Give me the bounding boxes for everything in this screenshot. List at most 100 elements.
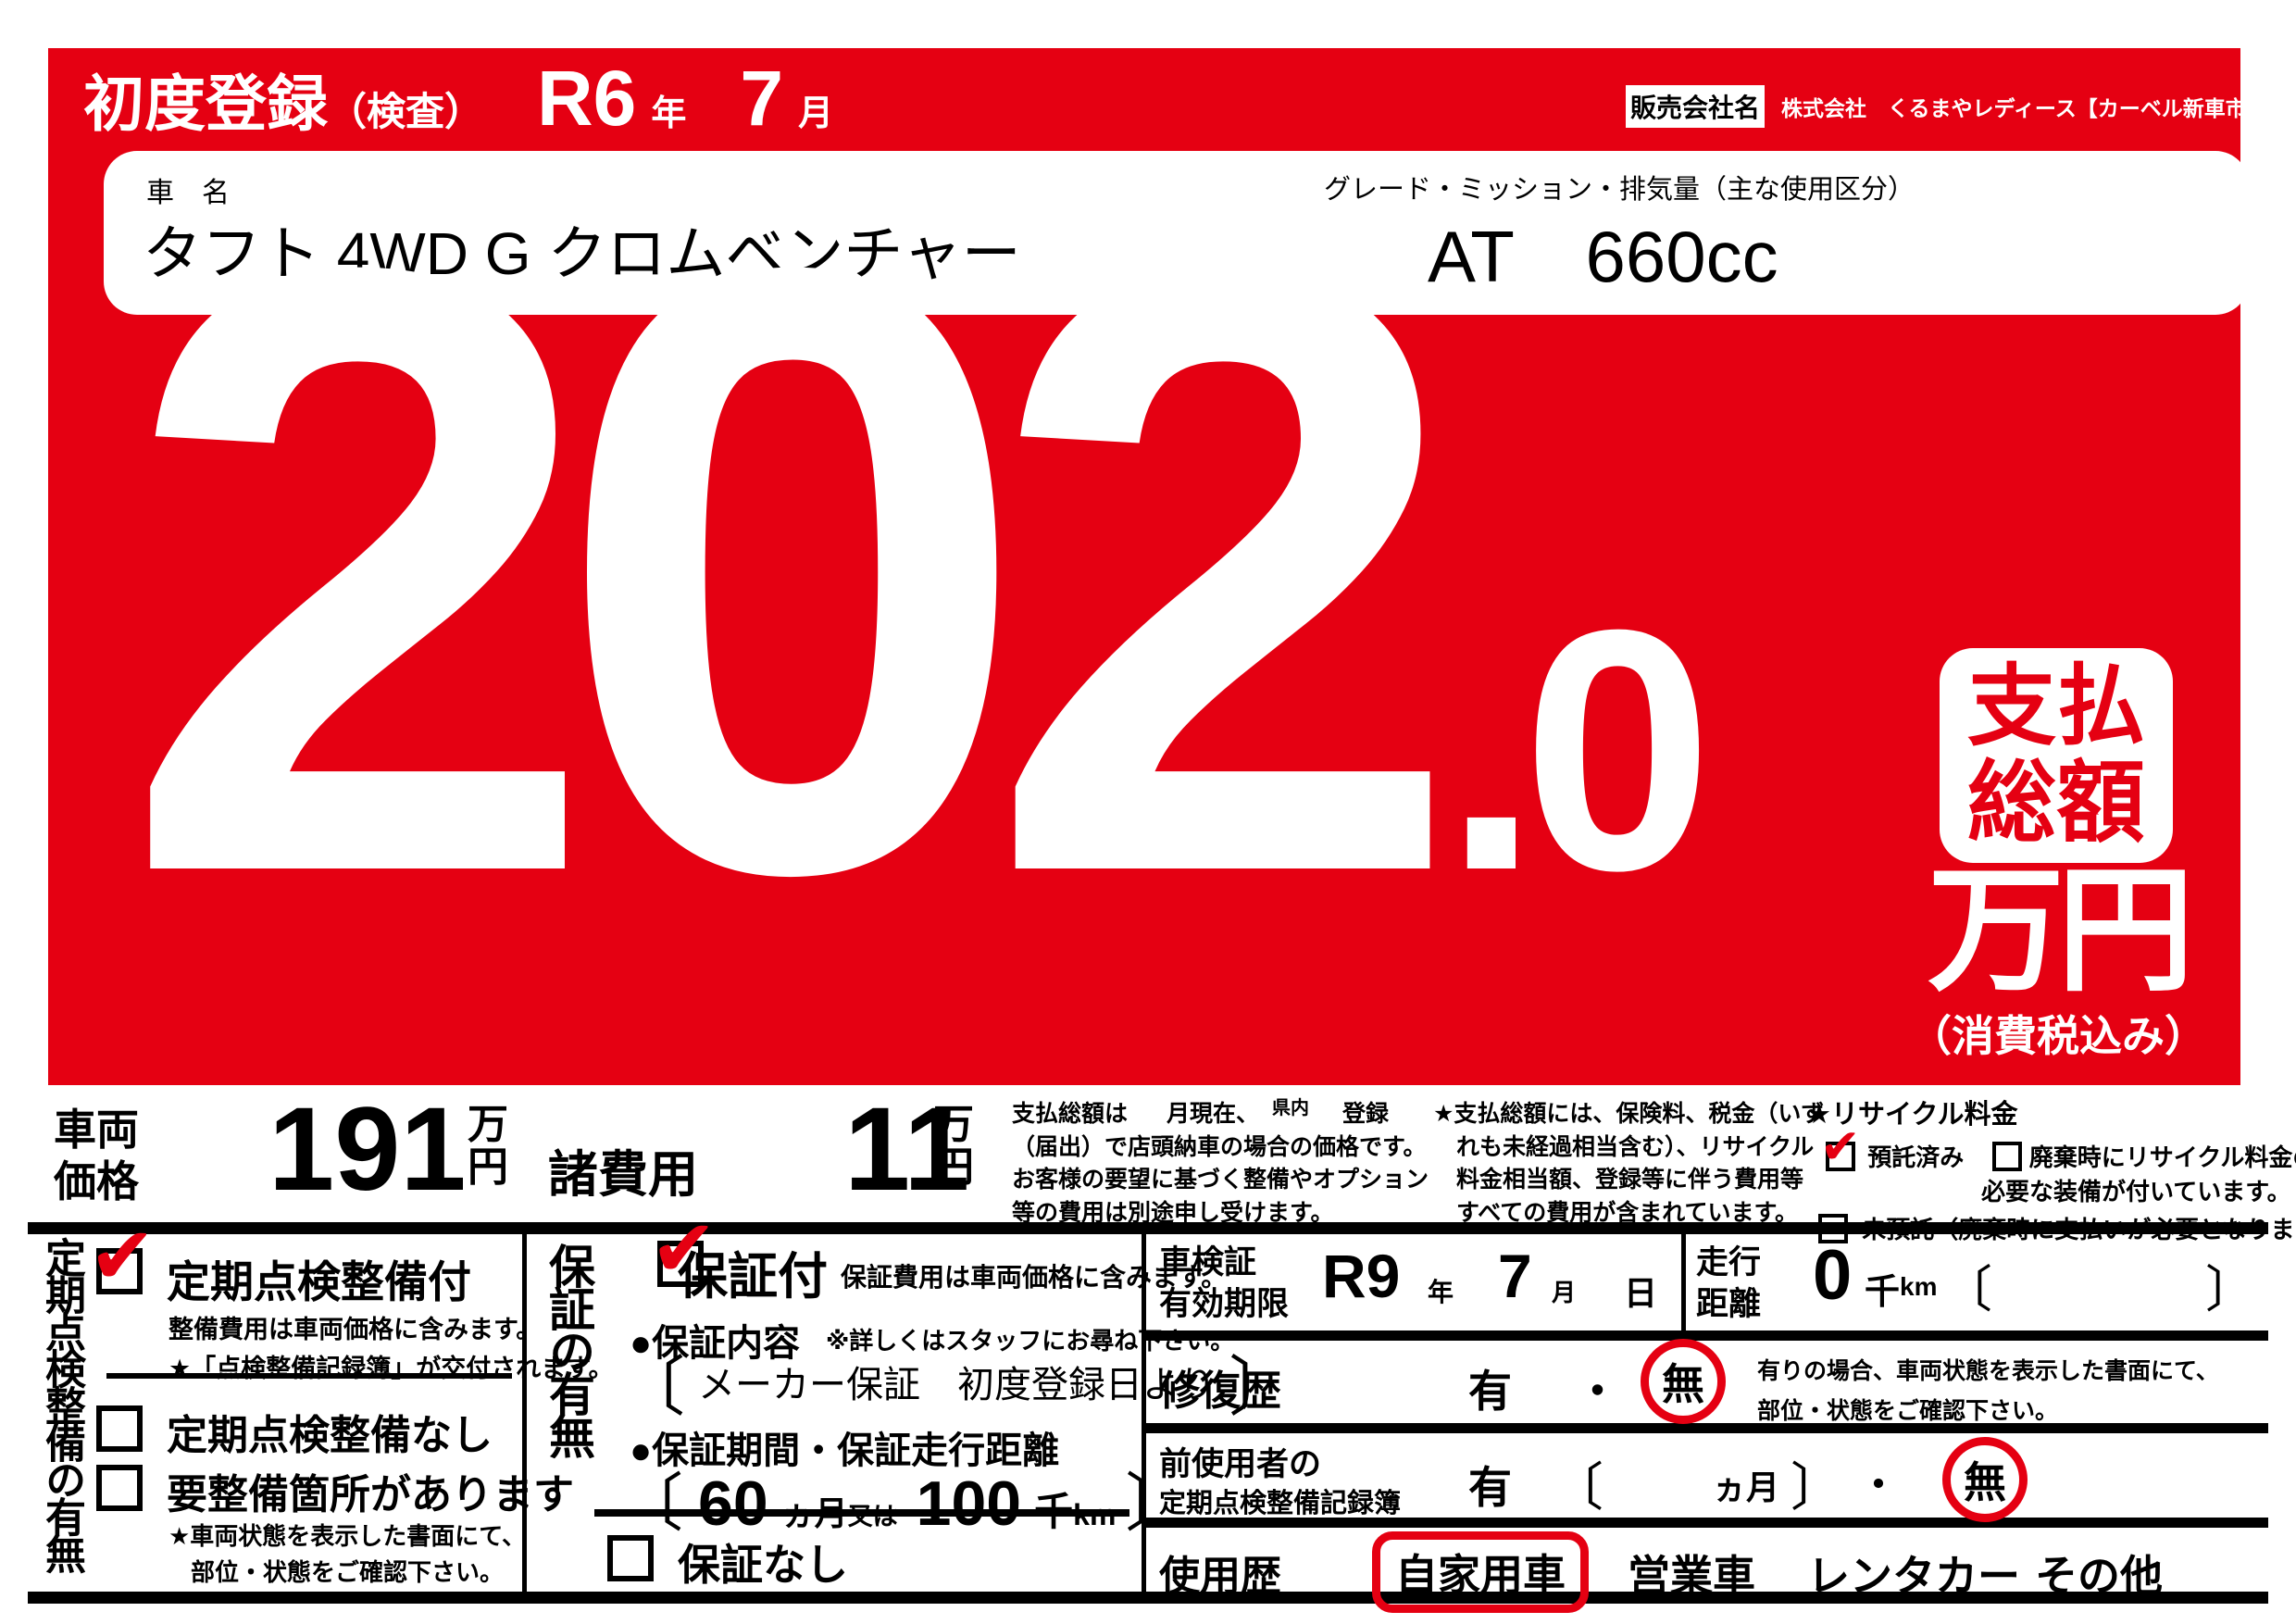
warranty-period-label: ●保証期間・保証走行距離 xyxy=(630,1430,1060,1471)
repair-history-no-selected[interactable]: 無 xyxy=(1641,1339,1726,1424)
warranty-side-label: 保証の有無 xyxy=(543,1243,594,1455)
vehicle-price-label: 車両 価格 xyxy=(54,1106,139,1206)
row-divider-2 xyxy=(1146,1423,2268,1433)
usage-other[interactable]: その他 xyxy=(2035,1552,2163,1600)
usage-history-label: 使用歴 xyxy=(1159,1554,1281,1599)
table-bottom-border xyxy=(28,1592,2268,1604)
vehicle-price-value: 191 xyxy=(268,1083,467,1216)
inspection-day-unit: 日 xyxy=(1624,1274,1658,1312)
red-check-icon: ✔ xyxy=(1820,1120,1861,1174)
odometer-value: 0 xyxy=(1813,1236,1853,1315)
odometer-unit-small: km xyxy=(1900,1272,1938,1301)
odometer-unit-big: 千 xyxy=(1865,1273,1901,1312)
tax-included-note: （消費税込み） xyxy=(1909,1012,2207,1060)
maintenance-needed-label: 要整備箇所があります xyxy=(167,1472,574,1518)
dealer-label: 販売会社名 xyxy=(1629,94,1760,122)
maintenance-divider xyxy=(106,1373,512,1379)
warranty-period-value-line: 〔 60 ヵ月 又は 100 千 km 〕 xyxy=(620,1468,1189,1539)
total-price-main: 202 xyxy=(120,90,1465,1052)
dealer-label-box: 販売会社名 xyxy=(1626,85,1765,128)
recycle-extra-label-2: 必要な装備が付いています。 xyxy=(1981,1178,2291,1206)
fees-unit: 万円 xyxy=(933,1102,974,1191)
repair-history-note: 有りの場合、車両状態を表示した書面にて、 部位・状態をご確認下さい。 xyxy=(1757,1358,2219,1424)
inspection-month-unit: 月 xyxy=(1552,1279,1577,1306)
recycle-extra-checkbox[interactable] xyxy=(1992,1142,2023,1171)
record-bracket-right: 〕 xyxy=(1791,1458,1842,1517)
warranty-km-value: 100 xyxy=(916,1468,1022,1539)
registration-month-value: 7 xyxy=(740,55,784,142)
fees-label: 諸費用 xyxy=(548,1147,698,1203)
price-unit: 万円 xyxy=(1928,855,2194,1007)
recycle-deposited-checkbox[interactable]: ✔ xyxy=(1820,1123,1861,1172)
car-name-panel: 車 名 タフト 4WD G クロムベンチャー グレード・ミッション・排気量（主な… xyxy=(104,151,2249,315)
record-months-unit: ヵ月 xyxy=(1713,1468,1780,1506)
warranty-content-label: ●保証内容 xyxy=(630,1323,801,1364)
record-bracket-left: 〔 xyxy=(1552,1458,1603,1517)
usage-commercial[interactable]: 営業車 xyxy=(1628,1552,1755,1600)
warranty-with-note: 保証費用は車両価格に含みます。 xyxy=(841,1263,1228,1292)
first-registration-line: 初度登録 （検査） R6 年 7 月 xyxy=(83,54,833,144)
usage-rental[interactable]: レンタカー xyxy=(1807,1552,2020,1600)
maintenance-needed-notes: ★車両状態を表示した書面にて、 部位・状態をご確認下さい。 xyxy=(168,1522,527,1586)
maintenance-none-checkbox[interactable] xyxy=(96,1405,143,1452)
total-price-note-1: 支払総額は 月現在、 県内 登録 （届出）で店頭納車の場合の価格です。 お客様の… xyxy=(1012,1098,1429,1226)
record-dot: ・ xyxy=(1859,1463,1899,1506)
table-top-border xyxy=(28,1222,2268,1234)
warranty-with-label: 保証付 xyxy=(678,1249,828,1305)
maintenance-needed-checkbox[interactable] xyxy=(96,1465,143,1511)
grade-value: AT 660cc xyxy=(1428,216,1778,297)
car-name-value: タフト 4WD G クロムベンチャー xyxy=(143,220,1021,287)
warranty-or: 又は xyxy=(847,1503,898,1530)
inspection-cert-label: 車検証 有効期限 xyxy=(1159,1244,1290,1322)
odometer-bracket-left: 〔 xyxy=(1942,1262,1992,1318)
warranty-none-checkbox[interactable] xyxy=(607,1535,654,1581)
inspection-label: （検査） xyxy=(328,90,484,133)
recycle-deposited-label: 預託済み xyxy=(1867,1143,1965,1171)
total-price-note-2: ★支払総額には、保険料、税金（いず れも未経過相当含む）、リサイクル 料金相当額… xyxy=(1433,1101,1825,1226)
row-divider-1 xyxy=(1146,1330,2268,1341)
column-divider-1 xyxy=(522,1234,527,1592)
warranty-with-checkbox[interactable]: ✔ xyxy=(650,1209,717,1292)
repair-history-yes[interactable]: 有 xyxy=(1468,1367,1512,1416)
registration-year-unit: 年 xyxy=(651,94,687,133)
inspection-month-value: 7 xyxy=(1498,1242,1532,1310)
fees-value: 11 xyxy=(844,1083,970,1216)
grade-label: グレード・ミッション・排気量（主な使用区分） xyxy=(1324,175,1915,205)
maintenance-none-label: 定期点検整備なし xyxy=(167,1413,493,1458)
payment-total-badge: 支払 総額 xyxy=(1940,648,2173,863)
record-book-no-selected[interactable]: 無 xyxy=(1942,1437,2028,1522)
odometer-bracket-right: 〕 xyxy=(2205,1262,2255,1318)
usage-private-selected[interactable]: 自家用車 xyxy=(1372,1531,1589,1613)
repair-history-dot: ・ xyxy=(1576,1367,1619,1416)
total-price: 202 .0 xyxy=(120,90,1714,1052)
total-price-decimal: .0 xyxy=(1443,559,1714,942)
recycle-extra-label-1: 廃棄時にリサイクル料金の追加が xyxy=(2028,1143,2296,1171)
condition-table: 定期点検整備の有無 ✔ 定期点検整備付 整備費用は車両価格に含みます。 ★「点検… xyxy=(28,1209,2268,1613)
first-registration-label: 初度登録 xyxy=(83,69,328,138)
recycle-fee-title: ★リサイクル料金 xyxy=(1807,1100,2018,1130)
odometer-label: 走行 距離 xyxy=(1696,1244,1762,1322)
warranty-months-value: 60 xyxy=(698,1468,768,1539)
maintenance-side-label: 定期点検整備の有無 xyxy=(39,1237,84,1570)
red-check-icon: ✔ xyxy=(89,1212,156,1301)
car-name-label: 車 名 xyxy=(146,178,230,208)
record-book-yes[interactable]: 有 xyxy=(1468,1463,1512,1512)
red-check-icon: ✔ xyxy=(650,1205,718,1293)
dealer-name: 株式会社 くるまやレディース【カーベル新車市場】 xyxy=(1781,96,2290,120)
inspection-year-value: R9 xyxy=(1322,1242,1401,1310)
warranty-none-label: 保証なし xyxy=(678,1541,848,1589)
maintenance-with-checkbox[interactable]: ✔ xyxy=(89,1217,156,1299)
maintenance-with-label: 定期点検整備付 xyxy=(167,1257,471,1306)
registration-year-value: R6 xyxy=(537,55,637,142)
warranty-divider xyxy=(594,1509,1129,1517)
odometer-divider xyxy=(1681,1234,1686,1330)
repair-history-label: 修復歴 xyxy=(1159,1368,1281,1414)
column-divider-2 xyxy=(1142,1234,1146,1592)
main-red-panel: 初度登録 （検査） R6 年 7 月 販売会社名 株式会社 くるまやレディース【… xyxy=(48,48,2290,1085)
warranty-content-value: メーカー保証 初度登録日より xyxy=(698,1365,1217,1405)
payment-total-text: 支払 総額 xyxy=(1967,657,2145,853)
warranty-content-note: ※詳しくはスタッフにお尋ね下さい。 xyxy=(826,1327,1235,1355)
vehicle-price-unit: 万円 xyxy=(468,1102,508,1191)
inspection-year-unit: 年 xyxy=(1428,1278,1454,1306)
